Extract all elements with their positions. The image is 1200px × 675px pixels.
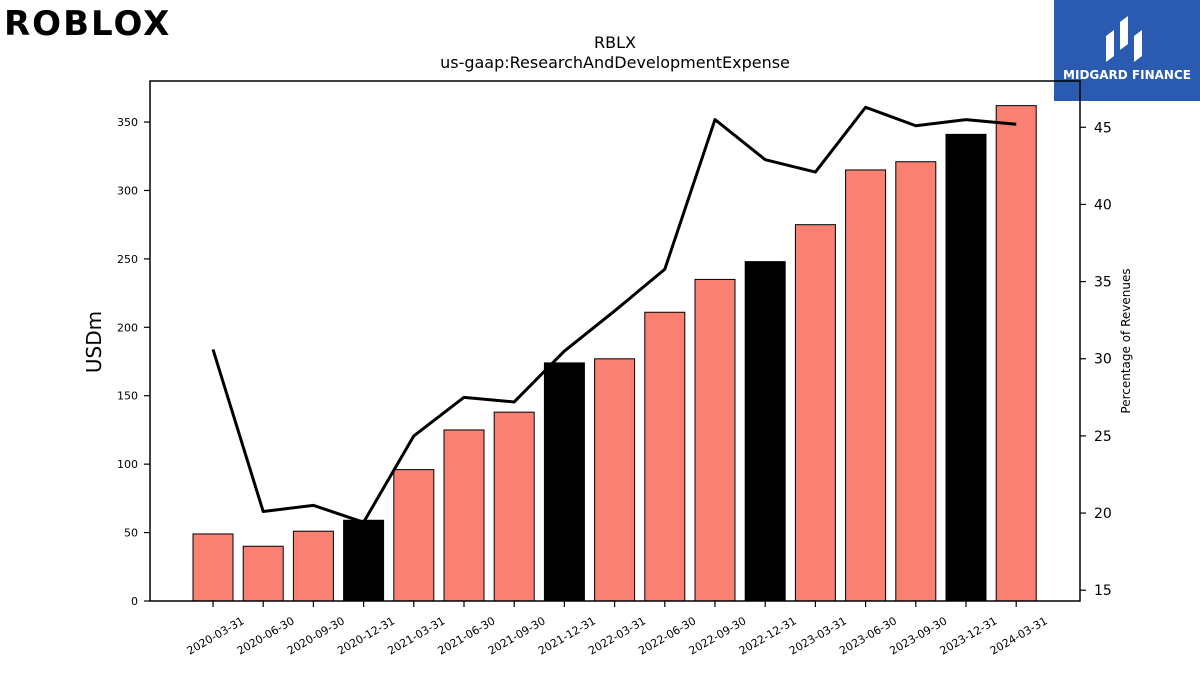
- y2-tick-label: 30: [1094, 352, 1112, 368]
- y2-axis-label: Percentage of Revenues: [1119, 268, 1133, 413]
- y-tick-label: 0: [131, 595, 138, 608]
- bar: [543, 362, 585, 602]
- y2-tick-label: 45: [1094, 120, 1112, 136]
- bar: [794, 224, 836, 602]
- y-tick-label: 350: [117, 116, 138, 129]
- y2-tick-label: 15: [1094, 583, 1112, 599]
- y2-tick-label: 35: [1094, 275, 1112, 291]
- y-tick-label: 50: [124, 527, 138, 540]
- bar: [895, 161, 937, 602]
- bar: [694, 278, 736, 602]
- roblox-logo: ROBLOX: [4, 4, 172, 44]
- bar: [343, 519, 385, 602]
- midgard-mark-icon: [1106, 16, 1142, 62]
- bar: [493, 411, 535, 602]
- y-axis-left: 0 50 100 150 200 250 300 350: [117, 116, 150, 608]
- y-tick-label: 150: [117, 390, 138, 403]
- line-series-path: [211, 105, 1017, 524]
- y-axis-right: 15 20 25 30 35 40 45: [1080, 120, 1112, 599]
- bar: [192, 533, 234, 602]
- chart-subtitle: us-gaap:ResearchAndDevelopmentExpense: [440, 53, 790, 72]
- y2-tick-label: 40: [1094, 197, 1112, 213]
- y-tick-label: 300: [117, 184, 138, 197]
- x-axis: 2020-03-312020-06-302020-09-302020-12-31…: [185, 601, 1050, 658]
- y2-tick-label: 20: [1094, 506, 1112, 522]
- bar: [945, 133, 987, 602]
- bar: [443, 429, 485, 602]
- line-series: [211, 105, 1017, 524]
- y-tick-label: 200: [117, 321, 138, 334]
- bar: [644, 311, 686, 602]
- bar: [292, 530, 334, 602]
- y-tick-label: 100: [117, 458, 138, 471]
- bar: [242, 545, 284, 602]
- bar: [995, 105, 1037, 602]
- y2-tick-label: 25: [1094, 429, 1112, 445]
- y-axis-label: USDm: [82, 311, 106, 373]
- chart-title: RBLX: [594, 33, 636, 52]
- bar: [393, 469, 435, 602]
- midgard-finance-logo: MIDGARD FINANCE: [1054, 0, 1200, 101]
- bar: [744, 261, 786, 602]
- x-tick-label: 2024-03-31: [988, 614, 1050, 657]
- bar: [594, 358, 636, 602]
- bar: [845, 169, 887, 602]
- y-tick-label: 250: [117, 253, 138, 266]
- partner-name: MIDGARD FINANCE: [1063, 68, 1191, 82]
- bar-series: [192, 105, 1037, 602]
